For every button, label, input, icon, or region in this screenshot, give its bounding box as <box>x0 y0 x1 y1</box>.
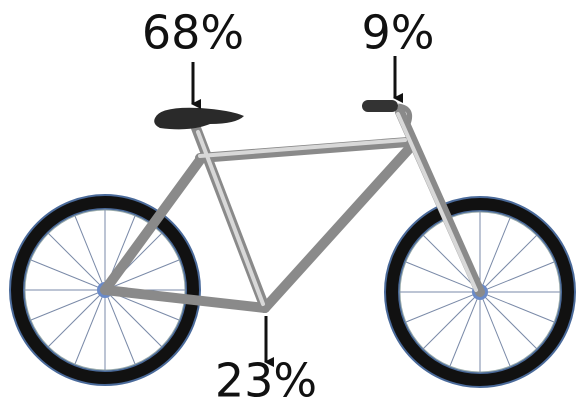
saddle-label: 68% <box>142 6 244 60</box>
pedals-label: 23% <box>215 354 317 407</box>
bike-diagram: 68% 9% 23% <box>0 0 579 407</box>
saddle <box>154 108 244 130</box>
handlebar-label: 9% <box>362 6 435 60</box>
